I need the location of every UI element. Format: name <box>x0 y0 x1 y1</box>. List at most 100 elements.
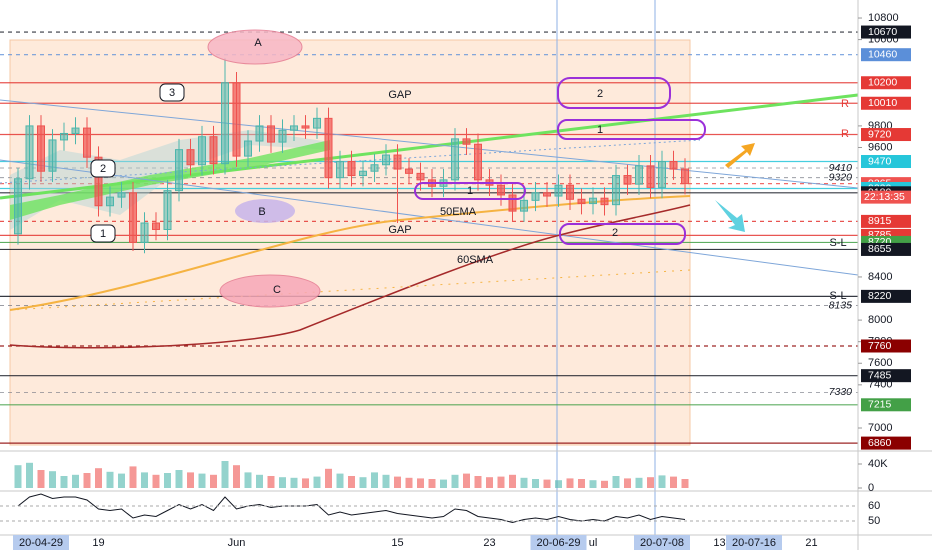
y-tick-label: 9600 <box>868 141 892 153</box>
dotted-line <box>9 269 691 311</box>
annotation: 2 <box>612 227 618 239</box>
candle-body <box>405 168 413 174</box>
candle-body <box>290 125 298 131</box>
annotation: 1 <box>597 124 603 136</box>
osc-tick-label: 50 <box>868 515 880 527</box>
volume-bar <box>417 478 424 488</box>
volume-bar <box>302 478 309 488</box>
volume-bar <box>14 465 22 488</box>
price-label: 8220 <box>868 290 892 302</box>
volume-bar <box>658 475 666 488</box>
candle-body <box>566 184 574 200</box>
volume-bar <box>325 468 332 488</box>
y-tick-label: 8000 <box>868 314 892 326</box>
candle-body <box>278 129 287 143</box>
volume-bar <box>670 476 677 488</box>
candle-body <box>462 138 471 145</box>
volume-bar <box>198 473 206 488</box>
volume-tick-label: 0 <box>868 482 874 494</box>
candle-body <box>117 192 126 198</box>
volume-bar <box>497 476 505 488</box>
date-highlight <box>634 535 690 550</box>
annotation: R <box>841 98 849 110</box>
candle-body <box>301 125 310 129</box>
volume-bar <box>359 477 367 488</box>
x-tick-label: 13 <box>713 537 725 549</box>
annotation: S-L <box>829 237 846 249</box>
candle-body <box>140 222 149 243</box>
candle-body <box>520 199 528 212</box>
ellipse <box>207 29 303 65</box>
price-label: 7485 <box>868 369 892 381</box>
volume-bar <box>532 479 539 488</box>
volume-bar <box>244 472 252 488</box>
candle-body <box>416 172 425 181</box>
price-label-box <box>861 155 911 169</box>
volume-bar <box>129 466 137 488</box>
candle-body <box>48 139 57 172</box>
countdown-box <box>861 190 911 204</box>
candle-body <box>209 136 218 165</box>
candle-body <box>324 117 333 179</box>
axis: 7000740076007800800084009600980010600108… <box>0 12 911 550</box>
candle-body <box>531 192 540 201</box>
candle-body <box>71 127 80 134</box>
volume-bar <box>313 476 321 488</box>
candle-body <box>106 196 114 207</box>
price-label: 10010 <box>868 97 897 109</box>
candle-body <box>635 165 643 185</box>
candle-body <box>267 125 275 143</box>
price-label-box <box>861 339 911 353</box>
volume-bar <box>152 474 160 488</box>
candle-body <box>382 154 390 166</box>
volume-bar <box>486 477 493 488</box>
x-tick-label: 21 <box>805 537 817 549</box>
annotation: B <box>258 206 265 218</box>
volume-bar <box>474 476 482 488</box>
candle-body <box>37 125 45 172</box>
volume-bar <box>233 465 240 488</box>
candle-body <box>577 198 586 205</box>
date-highlight <box>726 535 782 550</box>
candle-body <box>474 143 482 181</box>
annotation: C <box>273 284 281 296</box>
volume-bar <box>83 473 91 488</box>
candle-body <box>244 140 252 157</box>
x-tick-label: Jun <box>228 537 246 549</box>
volume-bar <box>451 474 459 488</box>
osc-tick-label: 60 <box>868 500 880 512</box>
volume-bar <box>37 470 45 488</box>
price-label-box <box>861 214 911 228</box>
volume-bar <box>589 480 597 488</box>
volume-bar <box>106 471 114 488</box>
volume-bar <box>566 478 574 488</box>
volume-bar <box>187 472 194 488</box>
price-label: 9470 <box>868 155 892 167</box>
candle-body <box>646 165 655 188</box>
y-tick-label: 7600 <box>868 357 892 369</box>
price-label: 7330 <box>829 386 853 398</box>
volume-tick-label: 40K <box>868 458 888 470</box>
price-label-box <box>861 25 911 39</box>
arrow-up <box>725 143 755 168</box>
volume-bar <box>624 478 631 488</box>
volume-bar <box>601 480 608 488</box>
candle-body <box>589 197 597 205</box>
candle-body <box>623 175 632 185</box>
volume-bar <box>543 479 551 488</box>
volume-bar <box>221 461 229 488</box>
candle-body <box>554 184 563 197</box>
volume-bar <box>210 474 217 488</box>
volume-bar <box>26 462 33 488</box>
volume-bar <box>555 480 562 488</box>
x-tick-label: 15 <box>391 537 403 549</box>
candle-body <box>186 149 195 166</box>
price-label-box <box>861 128 911 142</box>
price-label: 6860 <box>868 437 892 449</box>
x-tick-label: 19 <box>92 537 104 549</box>
y-tick-label: 7000 <box>868 422 892 434</box>
candle-body <box>175 149 183 192</box>
price-label: 10670 <box>868 26 897 38</box>
candle-body <box>60 132 68 141</box>
volume-bar <box>578 479 585 488</box>
